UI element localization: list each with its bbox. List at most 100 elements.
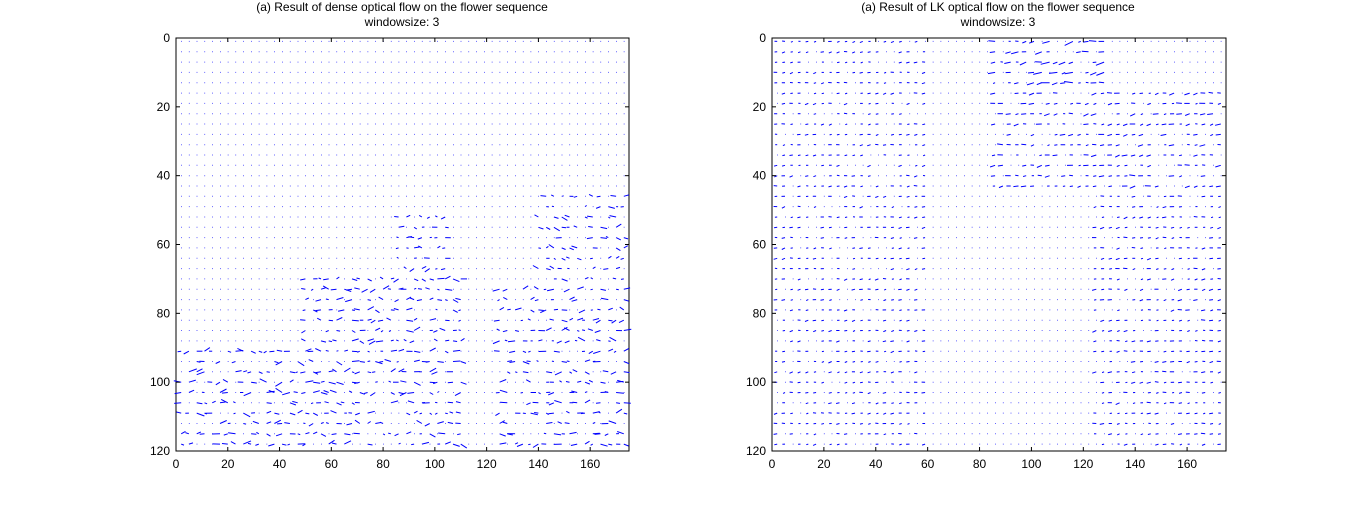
- flow-vector: [867, 175, 871, 177]
- flow-vector: [545, 412, 549, 416]
- flow-vector: [868, 278, 871, 281]
- flow-vector: [852, 247, 856, 249]
- flow-vector: [176, 411, 182, 414]
- flow-vector: [1093, 175, 1097, 177]
- flow-vector: [890, 133, 895, 136]
- flow-vector: [805, 123, 809, 125]
- flow-vector: [1036, 164, 1043, 168]
- flow-vector: [890, 412, 895, 415]
- flow-vector: [580, 412, 586, 415]
- flow-vector: [812, 319, 817, 322]
- flow-vector: [458, 329, 461, 331]
- flow-vector: [300, 338, 306, 342]
- flow-vector: [608, 420, 617, 424]
- flow-vector: [545, 245, 549, 249]
- flow-vector: [434, 215, 438, 218]
- flow-vector: [623, 328, 632, 331]
- flow-vector: [820, 288, 824, 291]
- flow-vector: [1163, 402, 1167, 405]
- flow-vector: [566, 410, 570, 414]
- flow-vector: [1054, 144, 1058, 146]
- flow-vector: [1124, 288, 1128, 291]
- flow-vector: [301, 392, 306, 394]
- flow-vector: [1147, 164, 1152, 168]
- flow-vector: [499, 442, 507, 445]
- flow-vector: [507, 371, 511, 374]
- flow-vector: [429, 318, 437, 321]
- flow-vector: [1060, 82, 1066, 84]
- flow-vector: [492, 288, 500, 292]
- flow-vector: [1201, 443, 1206, 446]
- flow-vector: [590, 443, 594, 446]
- flow-vector: [337, 309, 345, 312]
- flow-vector: [1146, 401, 1151, 404]
- flow-vector: [898, 299, 902, 301]
- flow-vector: [1069, 174, 1073, 177]
- flow-vector: [604, 433, 609, 436]
- flow-vector: [1044, 175, 1050, 178]
- flow-vector: [836, 40, 840, 43]
- flow-vector: [460, 381, 467, 385]
- flow-vector: [396, 236, 399, 239]
- flow-vector: [509, 350, 516, 353]
- flow-vector: [540, 309, 547, 314]
- flow-vector: [388, 330, 392, 332]
- flow-vector: [1122, 133, 1128, 137]
- flow-vector: [781, 164, 786, 167]
- flow-vector: [616, 288, 619, 291]
- flow-vector: [1139, 123, 1144, 126]
- x-tick-label: 80: [376, 457, 390, 471]
- flow-vector: [538, 247, 541, 249]
- flow-vector: [577, 257, 582, 261]
- flow-vector: [351, 309, 355, 311]
- flow-vector: [227, 350, 232, 353]
- flow-vector: [258, 371, 263, 374]
- x-axis: 0 20 40 60 80 100 120 140 160: [769, 38, 1197, 471]
- flow-vector: [1162, 361, 1167, 363]
- flow-vector: [813, 206, 817, 208]
- flow-vector: [797, 278, 801, 281]
- flow-vector: [1091, 288, 1097, 291]
- flow-vector: [219, 401, 226, 404]
- flow-vector: [1116, 330, 1120, 333]
- flow-vector: [836, 164, 840, 167]
- flow-vector: [989, 51, 996, 53]
- flow-vector: [868, 102, 871, 105]
- flow-vector: [1042, 40, 1050, 44]
- flow-vector: [1217, 226, 1222, 230]
- flow-vector: [1179, 443, 1183, 446]
- flow-vector: [406, 296, 412, 301]
- flow-vector: [1091, 92, 1097, 96]
- flow-vector: [1052, 154, 1058, 157]
- flow-vector: [196, 371, 205, 376]
- flow-vector: [921, 206, 926, 208]
- flow-vector: [445, 412, 448, 415]
- flow-vector: [797, 216, 801, 219]
- flow-vector: [1170, 423, 1175, 425]
- flow-vector: [774, 371, 778, 374]
- flow-vector: [797, 371, 801, 374]
- flow-vector: [219, 388, 227, 393]
- flow-vector: [860, 299, 863, 301]
- flow-vector: [805, 40, 809, 43]
- flow-vector: [1026, 82, 1035, 86]
- flow-vector: [351, 278, 358, 281]
- flow-vector: [1156, 268, 1159, 270]
- flow-vector: [561, 326, 568, 331]
- flow-vector: [351, 360, 360, 362]
- flow-vector: [782, 392, 786, 394]
- flow-vector: [416, 299, 422, 302]
- flow-vector: [1093, 340, 1097, 343]
- flow-vector: [281, 443, 287, 446]
- flow-vector: [1202, 339, 1206, 342]
- flow-vector: [344, 367, 351, 373]
- flow-vector: [330, 410, 337, 414]
- flow-vector: [320, 287, 326, 290]
- flow-vector: [548, 244, 555, 249]
- flow-vector: [843, 309, 848, 312]
- flow-vector: [608, 206, 615, 209]
- flow-vector: [429, 433, 436, 438]
- flow-vector: [276, 349, 283, 352]
- flow-vector: [553, 216, 559, 219]
- flow-vector: [315, 309, 322, 312]
